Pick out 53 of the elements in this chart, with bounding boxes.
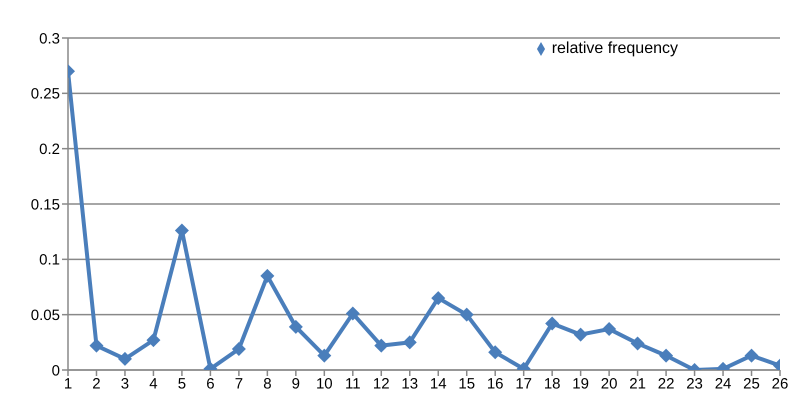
x-tick-label: 24 — [714, 376, 732, 393]
x-tick-label: 20 — [600, 376, 618, 393]
y-tick-label: 0 — [52, 362, 60, 380]
x-tick-label: 5 — [178, 376, 186, 393]
x-tick-label: 9 — [292, 376, 300, 393]
y-tick-label: 0.2 — [39, 140, 60, 158]
x-tick-label: 3 — [120, 376, 130, 393]
x-tick-label: 16 — [486, 376, 504, 393]
x-tick-label: 19 — [572, 376, 589, 393]
point — [146, 333, 160, 348]
y-tick-label: 0.05 — [30, 306, 60, 324]
y-tick-label: 0.15 — [30, 196, 60, 214]
point — [630, 336, 645, 350]
x-tick-label: 18 — [544, 376, 561, 393]
x-tick-label: 15 — [458, 376, 476, 393]
y-tick-label: 0.3 — [39, 30, 60, 48]
x-tick-label: 23 — [686, 376, 703, 393]
x-tick-label: 6 — [206, 376, 215, 393]
y-tick-label: 0.1 — [39, 252, 60, 269]
x-tick-label: 12 — [372, 376, 390, 393]
point — [659, 348, 674, 363]
x-tick-label: 10 — [316, 376, 333, 393]
x-tick-label: 11 — [345, 376, 361, 393]
point — [89, 338, 104, 353]
point — [288, 320, 303, 334]
point — [346, 306, 360, 321]
point — [431, 291, 446, 306]
point — [574, 328, 588, 342]
point — [545, 316, 560, 331]
y-tick-label: 0.25 — [30, 86, 60, 103]
x-tick-label: 4 — [149, 376, 158, 393]
x-tick-label: 14 — [430, 376, 447, 393]
point — [374, 338, 388, 353]
point — [460, 308, 474, 322]
x-tick-label: 13 — [401, 376, 418, 393]
x-tick-label: 21 — [629, 376, 646, 393]
point — [317, 348, 332, 363]
point — [402, 335, 417, 350]
point — [118, 352, 132, 366]
x-tick-label: 17 — [515, 376, 532, 393]
point — [488, 345, 502, 360]
x-tick-label: 1 — [64, 376, 72, 393]
x-tick-label: 8 — [263, 376, 272, 393]
point — [260, 268, 274, 283]
point — [744, 348, 759, 363]
x-tick-label: 2 — [92, 376, 101, 393]
x-tick-label: 22 — [658, 376, 674, 393]
x-tick-label: 25 — [743, 376, 760, 393]
point — [232, 342, 246, 356]
x-tick-label: 7 — [234, 376, 244, 393]
point — [602, 322, 616, 336]
x-tick-label: 26 — [772, 376, 788, 393]
legend-label: relative frequency — [552, 40, 678, 57]
